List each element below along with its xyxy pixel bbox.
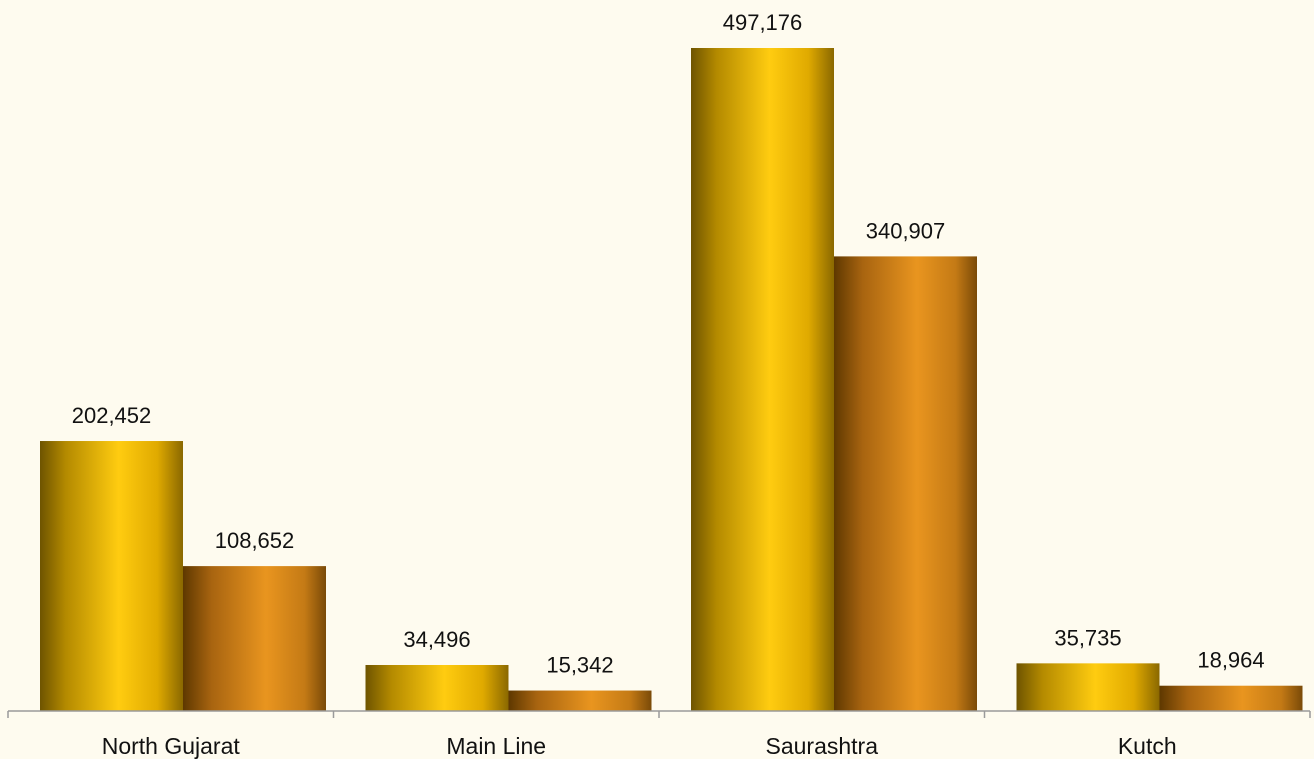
labels-group: 202,452 108,652 North Gujarat 34,496 15,342 M… [72,10,1265,759]
data-label: 340,907 [866,218,946,243]
data-label: 108,652 [215,528,295,553]
x-tick-label: Main Line [446,733,546,759]
bar-main-line-series-2 [508,690,652,711]
bar-saurashtra-series-1 [691,48,834,711]
data-label: 18,964 [1197,648,1264,673]
data-label: 15,342 [546,653,613,678]
x-tick-label: Saurashtra [765,733,878,759]
data-label: 35,735 [1054,625,1121,650]
x-tick-label: Kutch [1118,733,1177,759]
data-label: 202,452 [72,403,152,428]
bar-kutch-series-2 [1159,685,1303,711]
x-tick-label: North Gujarat [102,733,241,759]
data-label: 497,176 [723,10,803,35]
bars-group [40,48,1303,711]
bar-north-gujarat-series-1 [40,441,183,711]
bar-north-gujarat-series-2 [183,566,326,711]
bar-main-line-series-1 [365,664,509,711]
bar-saurashtra-series-2 [834,256,977,711]
data-label: 34,496 [403,627,470,652]
x-axis [7,710,1311,718]
bar-kutch-series-1 [1016,663,1160,711]
